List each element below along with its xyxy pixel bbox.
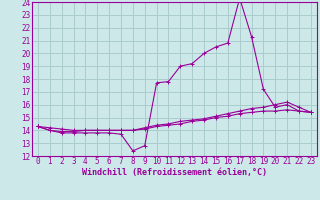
X-axis label: Windchill (Refroidissement éolien,°C): Windchill (Refroidissement éolien,°C) [82,168,267,177]
